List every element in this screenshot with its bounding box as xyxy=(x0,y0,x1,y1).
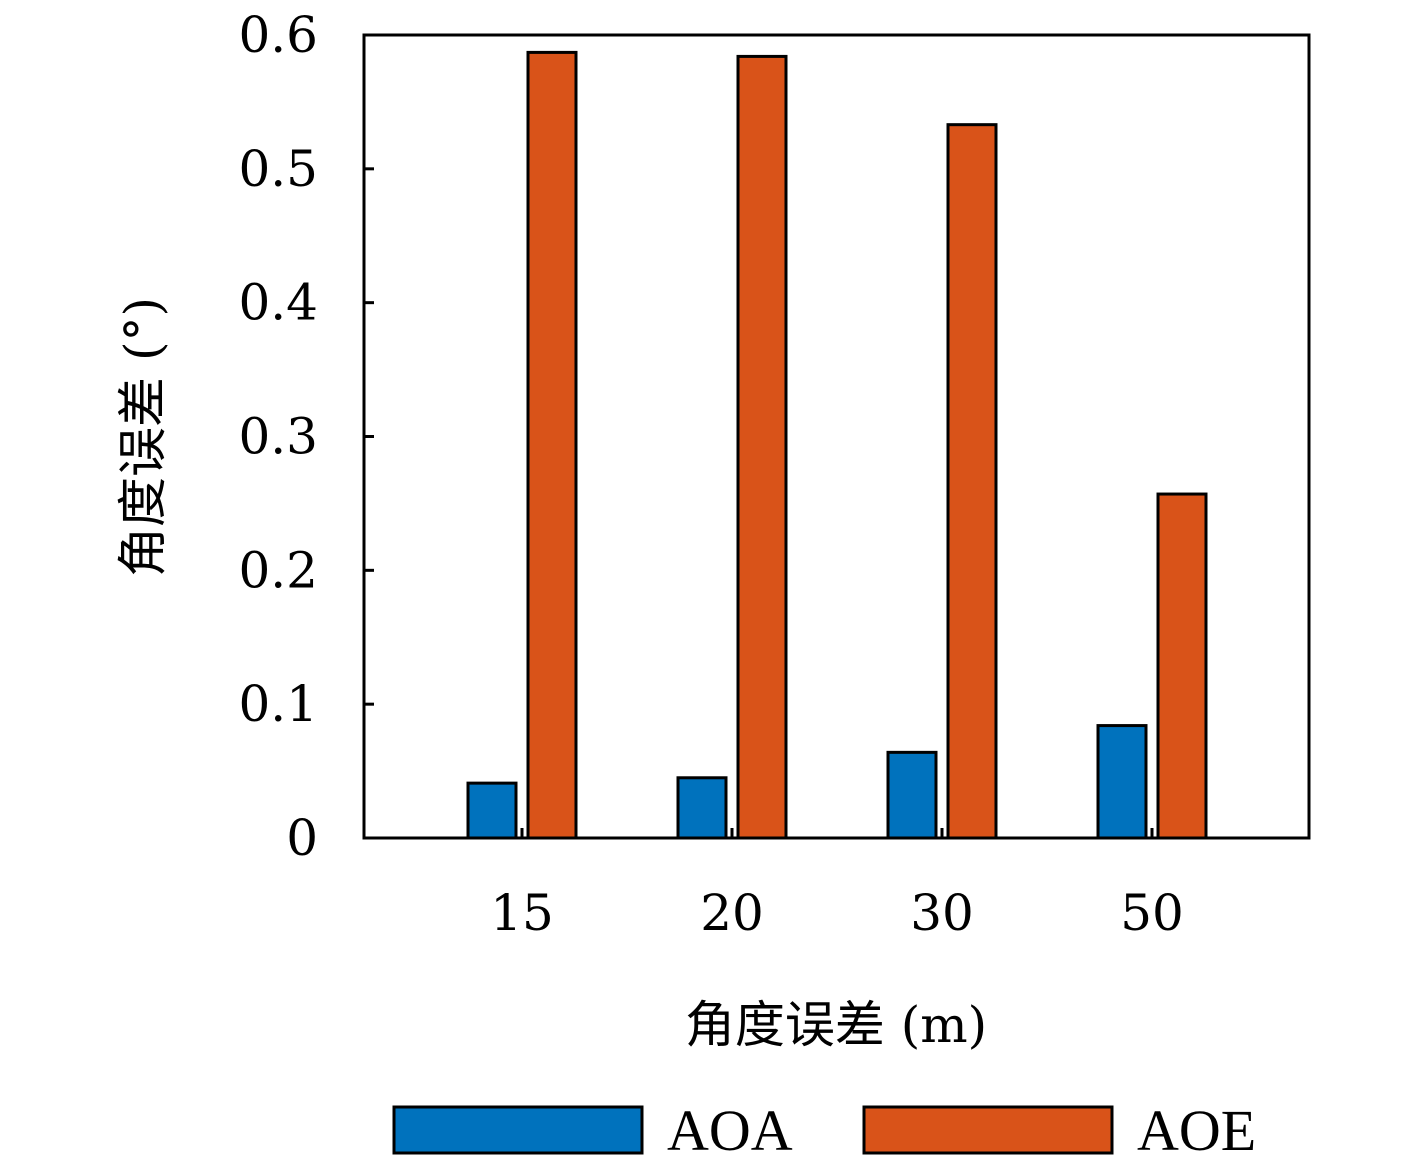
x-tick-label: 20 xyxy=(700,884,764,942)
legend: AOA AOE xyxy=(392,1098,1256,1163)
plot-frame xyxy=(362,33,1311,840)
x-tick-labels: 15 20 30 50 xyxy=(490,884,1184,942)
y-tick-labels: 0 0.1 0.2 0.3 0.4 0.5 0.6 xyxy=(238,6,318,867)
y-tick-label: 0.2 xyxy=(238,541,318,599)
bar-aoa-15 xyxy=(466,781,518,840)
y-tick-label: 0.6 xyxy=(238,6,318,64)
bar-aoe-20 xyxy=(736,54,788,840)
y-tick-label: 0.5 xyxy=(238,140,318,198)
y-tick-label: 0 xyxy=(286,809,318,867)
bar-aoa-50 xyxy=(1096,724,1148,840)
y-tick-label: 0.4 xyxy=(238,274,318,332)
bar-aoe-30 xyxy=(946,123,998,840)
y-tick-label: 0.3 xyxy=(238,408,318,466)
x-tick-label: 30 xyxy=(910,884,974,942)
legend-swatch-aoa xyxy=(392,1105,644,1155)
bars-layer xyxy=(466,50,1208,840)
bar-aoa-20 xyxy=(676,776,728,840)
legend-swatch-aoe xyxy=(862,1105,1114,1155)
x-tick-label: 15 xyxy=(490,884,554,942)
y-axis-label: 角度误差 (°) xyxy=(114,297,172,577)
x-tick-label: 50 xyxy=(1120,884,1184,942)
legend-label-aoa: AOA xyxy=(667,1098,793,1163)
bar-aoa-30 xyxy=(886,750,938,840)
y-tick-label: 0.1 xyxy=(238,675,318,733)
bar-aoe-50 xyxy=(1156,492,1208,840)
x-axis-label: 角度误差 (m) xyxy=(685,996,987,1054)
legend-label-aoe: AOE xyxy=(1137,1098,1256,1163)
bar-aoe-15 xyxy=(526,50,578,840)
